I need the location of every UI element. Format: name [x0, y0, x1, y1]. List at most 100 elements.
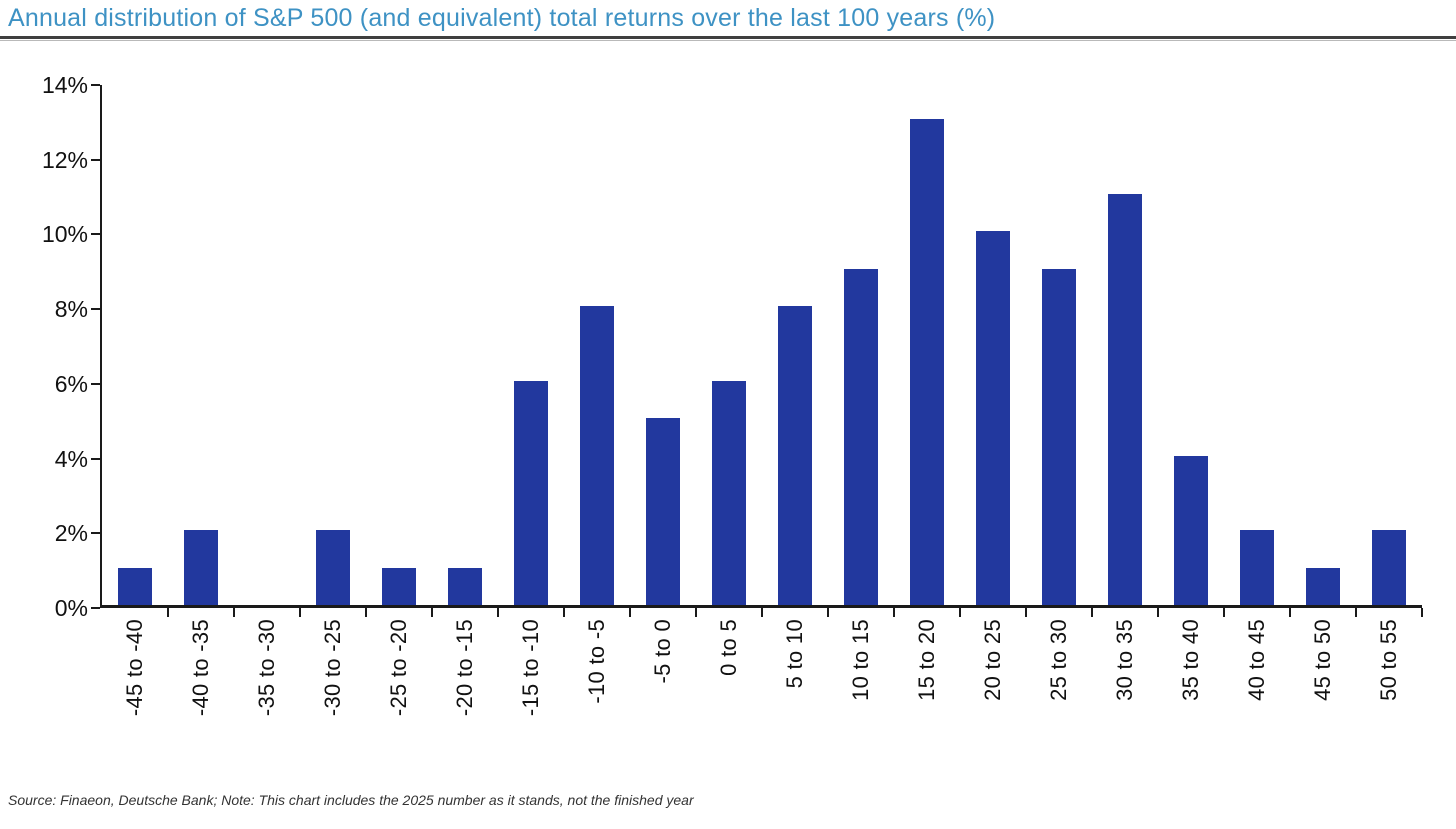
x-axis-tick-mark: [1421, 608, 1423, 617]
x-axis-tick-label-text: -15 to -10: [518, 619, 543, 717]
x-axis-tick-label-text: -10 to -5: [584, 619, 609, 704]
x-axis-tick-label-text: 20 to 25: [980, 619, 1005, 701]
x-axis-tick-mark: [431, 608, 433, 617]
x-axis-tick-mark: [1289, 608, 1291, 617]
x-axis-tick-label-text: -35 to -30: [254, 619, 279, 717]
x-axis-tick-mark: [563, 608, 565, 617]
x-axis-tick-label: -15 to -10: [498, 619, 564, 716]
x-axis-tick-mark: [497, 608, 499, 617]
bar-slot: -30 to -25: [300, 85, 366, 716]
bar-45to50: [1306, 567, 1340, 605]
x-axis-tick-mark: [167, 608, 169, 617]
title-divider: [0, 36, 1456, 39]
x-axis-tick-label: 0 to 5: [696, 619, 762, 676]
bar-5to10: [778, 306, 812, 605]
bar-slot: -10 to -5: [564, 85, 630, 704]
x-axis-tick-label: -25 to -20: [366, 619, 432, 716]
bar-40to45: [1240, 530, 1274, 605]
x-axis-tick-label-text: -20 to -15: [452, 619, 477, 717]
bar-slot: 15 to 20: [894, 85, 960, 701]
x-axis-tick-label-text: -30 to -25: [320, 619, 345, 717]
x-axis-tick-label-text: -5 to 0: [650, 619, 675, 684]
plot-area: -45 to -40 -40 to -35 -35 to -30 -30 to -25…: [91, 84, 1423, 716]
bar-30to35: [1108, 194, 1142, 605]
y-axis-tick-mark: [91, 84, 100, 86]
x-axis-tick-label: 45 to 50: [1290, 619, 1356, 701]
bar-slot: -20 to -15: [432, 85, 498, 716]
x-axis-tick-label: -35 to -30: [234, 619, 300, 716]
bar-25to30: [1042, 268, 1076, 605]
chart-title: Annual distribution of S&P 500 (and equi…: [8, 4, 996, 32]
y-axis-tick-label: 8%: [54, 296, 88, 323]
y-axis-tick-label: 14%: [41, 72, 88, 98]
x-axis-tick-mark: [1091, 608, 1093, 617]
x-axis-tick-label-text: 15 to 20: [914, 619, 939, 701]
bar-20to25: [976, 231, 1010, 605]
bar-slot: 5 to 10: [762, 85, 828, 688]
x-axis-tick-label: -20 to -15: [432, 619, 498, 716]
x-axis-tick-mark: [629, 608, 631, 617]
bar-slot: -5 to 0: [630, 85, 696, 683]
x-axis-tick-label-text: 45 to 50: [1310, 619, 1335, 701]
x-axis-tick-label-text: -40 to -35: [188, 619, 213, 717]
x-axis-tick-label: 10 to 15: [828, 619, 894, 701]
x-axis-tick-label-text: 25 to 30: [1046, 619, 1071, 701]
bar--25to-20: [382, 567, 416, 605]
bar-10to15: [844, 268, 878, 605]
x-axis-tick-label: -30 to -25: [300, 619, 366, 716]
x-axis-tick-label-text: 5 to 10: [782, 619, 807, 689]
bar--30to-25: [316, 530, 350, 605]
bar-slot: 10 to 15: [828, 85, 894, 701]
bar-15to20: [910, 119, 944, 605]
x-axis-tick-mark: [1025, 608, 1027, 617]
x-axis-tick-label-text: 10 to 15: [848, 619, 873, 701]
x-axis-tick-label: 25 to 30: [1026, 619, 1092, 701]
x-axis-tick-mark: [893, 608, 895, 617]
y-axis-tick-mark: [91, 308, 100, 311]
x-axis-tick-mark: [959, 608, 961, 617]
bar-slot: -45 to -40: [102, 85, 168, 716]
bar-slot: 45 to 50: [1290, 85, 1356, 701]
bar-slot: -15 to -10: [498, 85, 564, 716]
x-axis-tick-mark: [365, 608, 367, 617]
y-axis-tick-mark: [91, 382, 100, 385]
title-divider-shadow: [0, 40, 1456, 41]
x-axis-tick-mark: [1355, 608, 1357, 617]
bar--15to-10: [514, 380, 548, 605]
bar--5to0: [646, 418, 680, 605]
y-axis-tick-label: 6%: [54, 370, 88, 397]
x-axis-tick-label-text: 35 to 40: [1178, 619, 1203, 701]
y-axis-tick-label: 12%: [41, 146, 88, 173]
y-axis-tick-mark: [91, 532, 100, 535]
x-axis-tick-mark: [695, 608, 697, 617]
bar-slot: 30 to 35: [1092, 85, 1158, 701]
x-axis-tick-mark: [1157, 608, 1159, 617]
x-axis-tick-label: 35 to 40: [1158, 619, 1224, 701]
x-axis-tick-label: 30 to 35: [1092, 619, 1158, 701]
x-axis-tick-label-text: -25 to -20: [386, 619, 411, 717]
source-note: Source: Finaeon, Deutsche Bank; Note: Th…: [8, 792, 694, 808]
y-axis-tick-mark: [91, 158, 100, 161]
y-axis-tick-label: 2%: [54, 520, 88, 547]
x-axis-tick-label: 20 to 25: [960, 619, 1026, 701]
x-axis-tick-label: -40 to -35: [168, 619, 234, 716]
bar-slot: -40 to -35: [168, 85, 234, 716]
bar-50to55: [1372, 530, 1406, 605]
bar-slot: 35 to 40: [1158, 85, 1224, 701]
y-axis-tick-label: 4%: [54, 445, 88, 472]
y-axis-tick-label: 0%: [54, 595, 88, 621]
bar-slot: 0 to 5: [696, 85, 762, 676]
y-axis-labels: 0% 2% 4% 6% 8% 10% 12% 14%: [0, 72, 88, 621]
x-axis-tick-mark: [761, 608, 763, 617]
bar-0to5: [712, 380, 746, 605]
bar-slot: 20 to 25: [960, 85, 1026, 701]
x-axis-tick-label: -45 to -40: [102, 619, 168, 716]
x-axis-tick-label-text: 0 to 5: [716, 619, 741, 676]
bar-slot: -35 to -30: [234, 85, 300, 716]
x-axis-tick-mark: [827, 608, 829, 617]
x-axis-tick-label: 15 to 20: [894, 619, 960, 701]
x-axis-tick-label: -5 to 0: [630, 619, 696, 683]
x-axis-tick-label-text: 30 to 35: [1112, 619, 1137, 701]
x-axis-tick-label: 5 to 10: [762, 619, 828, 688]
